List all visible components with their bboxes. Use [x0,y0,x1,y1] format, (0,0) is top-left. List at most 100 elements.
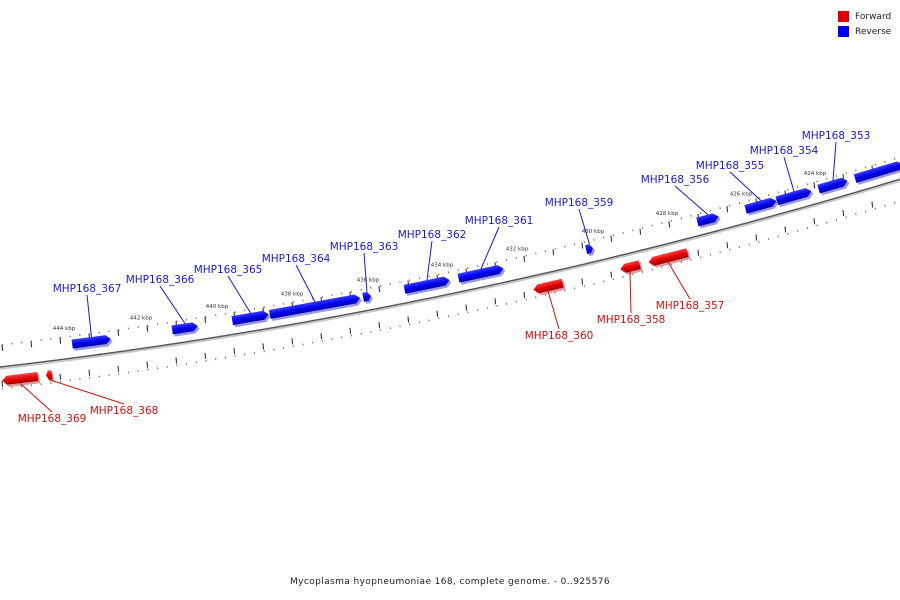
ruler-tick [755,234,758,241]
gene-mhp168_357[interactable] [648,248,691,269]
gene-label[interactable]: MHP168_356 [641,174,710,186]
ruler-tick [697,249,700,256]
ruler-dot [244,353,246,356]
ruler-tick [1,344,4,351]
ruler-dot [457,313,459,316]
ruler-dot [205,315,207,318]
ruler-tick [523,291,526,298]
gene-label[interactable]: MHP168_355 [696,160,765,172]
ruler-dot [418,277,421,280]
ruler-dot [864,166,867,169]
gene-mhp168_369[interactable] [2,372,41,388]
ruler-dot [593,238,595,241]
gene-leader-line [578,208,590,245]
ruler-dot [108,330,110,333]
ruler-dot [835,175,838,177]
gene-mhp168_354[interactable] [775,186,814,208]
gene-mhp168_365[interactable] [231,310,272,328]
ruler-dot [447,271,450,274]
ruler-dot [670,219,673,222]
gene-mhp168_361[interactable] [457,264,507,285]
ruler-dot [350,334,353,337]
ruler-dot [408,323,411,326]
ruler-tick [465,304,468,311]
ruler-dot [835,219,838,221]
gene-label[interactable]: MHP168_365 [194,264,263,276]
ruler-dot [806,227,809,230]
gene-mhp168_360[interactable] [532,278,566,296]
ruler-dot [447,315,450,318]
ruler-dot [748,199,750,202]
ruler-dot [612,234,615,237]
ruler-dot [40,339,42,342]
ruler-dot [573,287,576,290]
ruler-dot [370,286,372,289]
ruler-dot [884,160,886,163]
gene-mhp168_358[interactable] [619,260,643,276]
ruler-dot [719,207,721,210]
gene-label[interactable]: MHP168_369 [18,413,87,425]
gene-mhp168_353[interactable] [817,176,850,196]
ruler-dot [593,282,595,285]
ruler-dot [796,230,799,232]
gene-mhp168_367[interactable] [71,334,114,351]
ruler-dot [302,299,304,302]
gene-arrow [585,244,593,255]
gene-label[interactable]: MHP168_367 [53,283,122,295]
ruler-dot [137,326,139,329]
ruler-dot [185,318,188,321]
ruler-dot [292,345,295,348]
gene-mhp168_356[interactable] [696,212,722,229]
gene-label[interactable]: MHP168_363 [330,241,399,253]
ruler-dot [98,331,101,334]
ruler-dot [777,191,780,194]
ruler-dot [389,327,392,330]
gene-mhp168_359[interactable] [585,243,596,257]
ruler-dot [476,309,479,312]
ruler-tick [726,206,729,213]
ruler-dot [117,372,120,375]
ruler-dot [214,358,217,361]
gene-label[interactable]: MHP168_360 [525,330,594,342]
gene-mhp168_362[interactable] [403,275,453,296]
ruler-tick [146,361,149,368]
ruler-dot [156,323,159,326]
gene-label[interactable]: MHP168_364 [262,253,331,265]
ruler-dot [767,194,770,197]
ruler-dot [467,311,469,314]
ruler-tick [523,255,526,262]
gene-label[interactable]: MHP168_368 [90,405,159,417]
ruler-dot [331,294,333,297]
ruler-dot [758,240,760,243]
gene-mhp168_366[interactable] [171,321,200,337]
ruler-dot [564,245,566,248]
ruler-dot [127,371,130,374]
gene-arrow [775,188,812,206]
gene-label[interactable]: MHP168_354 [750,145,819,157]
gene-mhp168_363[interactable] [362,291,373,304]
gene-label[interactable]: MHP168_361 [465,215,534,227]
ruler-dot [1,387,4,390]
gene-label[interactable]: MHP168_359 [545,197,614,209]
ruler-dot [816,180,818,183]
gene-label[interactable]: MHP168_353 [802,130,871,142]
gene-label[interactable]: MHP168_357 [656,300,725,312]
gene-label[interactable]: MHP168_358 [597,314,666,326]
gene-mhp168_364[interactable] [268,293,363,322]
gene-partial[interactable] [853,160,900,186]
gene-label[interactable]: MHP168_362 [398,229,467,241]
gene-leader-line [832,141,837,181]
forward-swatch [838,11,849,22]
gene-arrow [620,260,641,273]
ruler-dot [583,285,586,288]
ruler-dot [88,376,91,379]
gene-label[interactable]: MHP168_366 [126,274,195,286]
ruler-dot [11,386,13,389]
gene-mhp168_355[interactable] [744,196,779,216]
gene-leader-line [667,261,691,300]
gene-arrow [817,177,848,194]
scale-label: 424 kbp [804,171,827,177]
ruler-dot [40,383,42,386]
ruler-dot [816,224,818,227]
ruler-dot [428,275,430,278]
